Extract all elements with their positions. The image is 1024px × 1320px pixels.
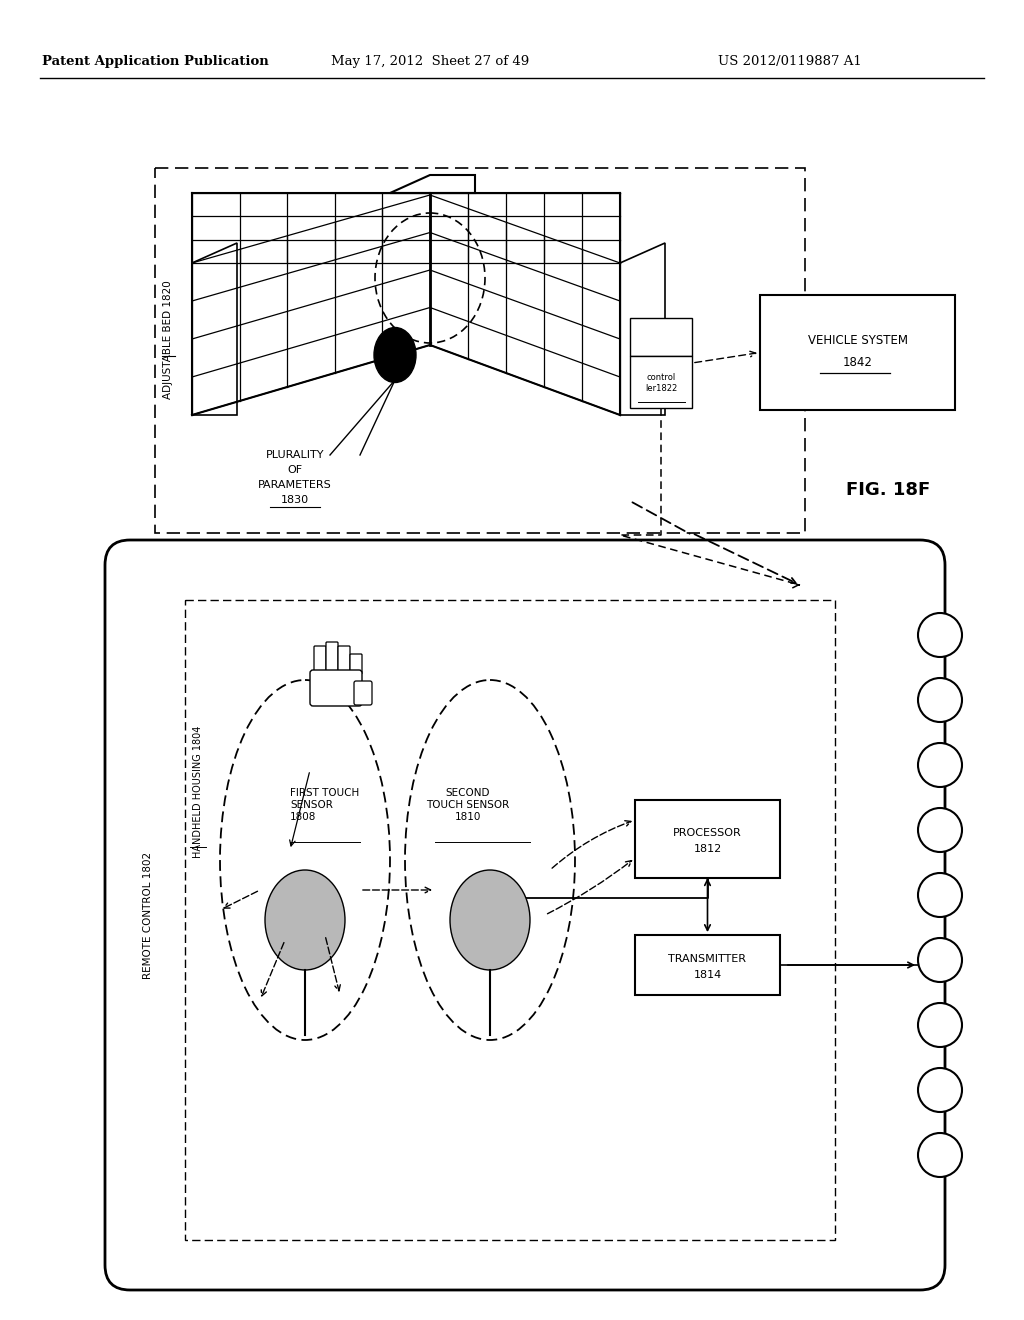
Text: PARAMETERS: PARAMETERS xyxy=(258,480,332,490)
Bar xyxy=(185,601,835,1239)
Polygon shape xyxy=(390,176,475,193)
FancyBboxPatch shape xyxy=(314,645,326,675)
Text: HANDHELD HOUSING 1804: HANDHELD HOUSING 1804 xyxy=(193,726,203,858)
Text: 1814: 1814 xyxy=(693,970,722,979)
Bar xyxy=(155,168,805,533)
Circle shape xyxy=(918,873,962,917)
Bar xyxy=(635,800,780,878)
Bar xyxy=(760,294,955,411)
Circle shape xyxy=(918,1003,962,1047)
FancyBboxPatch shape xyxy=(350,653,362,675)
Ellipse shape xyxy=(450,870,530,970)
Text: REMOTE CONTROL 1802: REMOTE CONTROL 1802 xyxy=(143,851,153,978)
Circle shape xyxy=(918,808,962,851)
Circle shape xyxy=(918,678,962,722)
Polygon shape xyxy=(193,243,237,414)
FancyBboxPatch shape xyxy=(326,642,338,675)
Text: PLURALITY: PLURALITY xyxy=(266,450,325,459)
Circle shape xyxy=(918,939,962,982)
Circle shape xyxy=(918,1068,962,1111)
Text: 1842: 1842 xyxy=(843,356,872,370)
Text: ADJUSTABLE BED 1820: ADJUSTABLE BED 1820 xyxy=(163,281,173,400)
Circle shape xyxy=(918,612,962,657)
Text: TRANSMITTER: TRANSMITTER xyxy=(669,954,746,964)
Text: 1812: 1812 xyxy=(693,843,722,854)
FancyBboxPatch shape xyxy=(338,645,350,675)
Text: VEHICLE SYSTEM: VEHICLE SYSTEM xyxy=(808,334,907,346)
Text: FIRST TOUCH
SENSOR
1808: FIRST TOUCH SENSOR 1808 xyxy=(290,788,359,821)
Text: US 2012/0119887 A1: US 2012/0119887 A1 xyxy=(718,55,862,69)
FancyBboxPatch shape xyxy=(310,671,362,706)
Circle shape xyxy=(918,743,962,787)
Text: SECOND
TOUCH SENSOR
1810: SECOND TOUCH SENSOR 1810 xyxy=(426,788,510,821)
Ellipse shape xyxy=(374,327,416,383)
Ellipse shape xyxy=(265,870,345,970)
Text: control
ler1822: control ler1822 xyxy=(645,374,677,393)
Text: Patent Application Publication: Patent Application Publication xyxy=(42,55,268,69)
Text: FIG. 18F: FIG. 18F xyxy=(846,480,930,499)
FancyBboxPatch shape xyxy=(354,681,372,705)
Bar xyxy=(635,935,780,995)
FancyBboxPatch shape xyxy=(105,540,945,1290)
Text: May 17, 2012  Sheet 27 of 49: May 17, 2012 Sheet 27 of 49 xyxy=(331,55,529,69)
Bar xyxy=(630,318,692,356)
Circle shape xyxy=(918,1133,962,1177)
Text: 1830: 1830 xyxy=(281,495,309,506)
Text: PROCESSOR: PROCESSOR xyxy=(673,828,741,838)
Text: OF: OF xyxy=(288,465,302,475)
Polygon shape xyxy=(620,243,665,414)
Bar xyxy=(630,356,692,408)
